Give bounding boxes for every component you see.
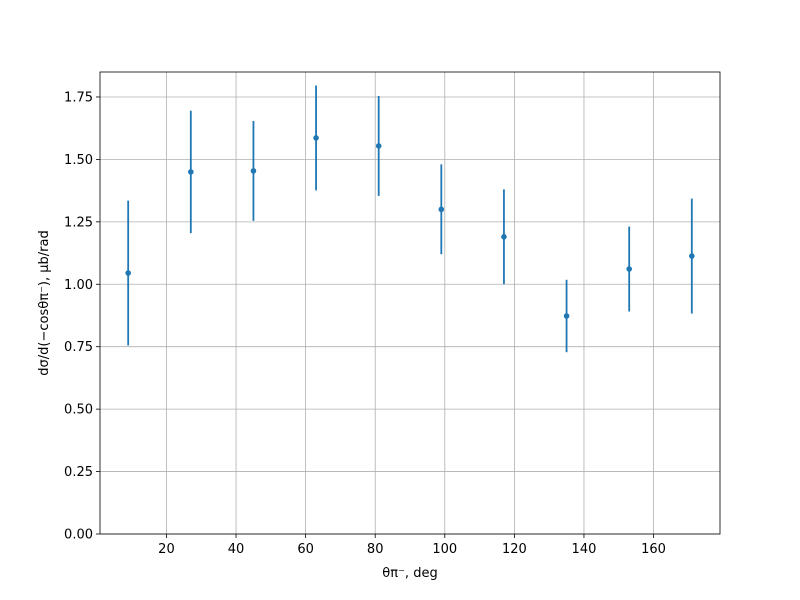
y-tick-label: 1.25 (64, 215, 93, 230)
x-tick-label: 140 (572, 542, 597, 557)
y-tick-label: 1.00 (64, 278, 93, 293)
y-axis-label: dσ/d(−cosθπ⁻), μb/rad (37, 230, 52, 375)
x-tick-label: 40 (228, 542, 245, 557)
data-point (125, 270, 131, 276)
x-tick-label: 20 (158, 542, 175, 557)
y-tick-label: 1.50 (64, 153, 93, 168)
data-point (626, 266, 632, 272)
x-axis-label: θπ⁻, deg (382, 566, 437, 581)
y-tick-label: 0.00 (64, 528, 93, 543)
y-tick-label: 0.50 (64, 403, 93, 418)
plot-frame (99, 71, 721, 535)
data-point (563, 313, 570, 319)
data-point (375, 143, 382, 149)
x-tick-label: 160 (641, 542, 666, 557)
x-tick-label: 60 (297, 542, 314, 557)
data-point (250, 168, 257, 174)
x-tick-label: 80 (367, 542, 384, 557)
data-point (501, 234, 507, 240)
y-tick-label: 0.25 (64, 465, 93, 480)
y-tick-label: 0.75 (64, 340, 93, 355)
data-point (313, 135, 319, 141)
data-point (438, 206, 445, 213)
x-tick-label: 120 (502, 542, 527, 557)
x-tick-label: 100 (432, 542, 457, 557)
y-tick-label: 1.75 (64, 90, 93, 105)
data-point (689, 253, 695, 259)
data-point (188, 169, 194, 175)
